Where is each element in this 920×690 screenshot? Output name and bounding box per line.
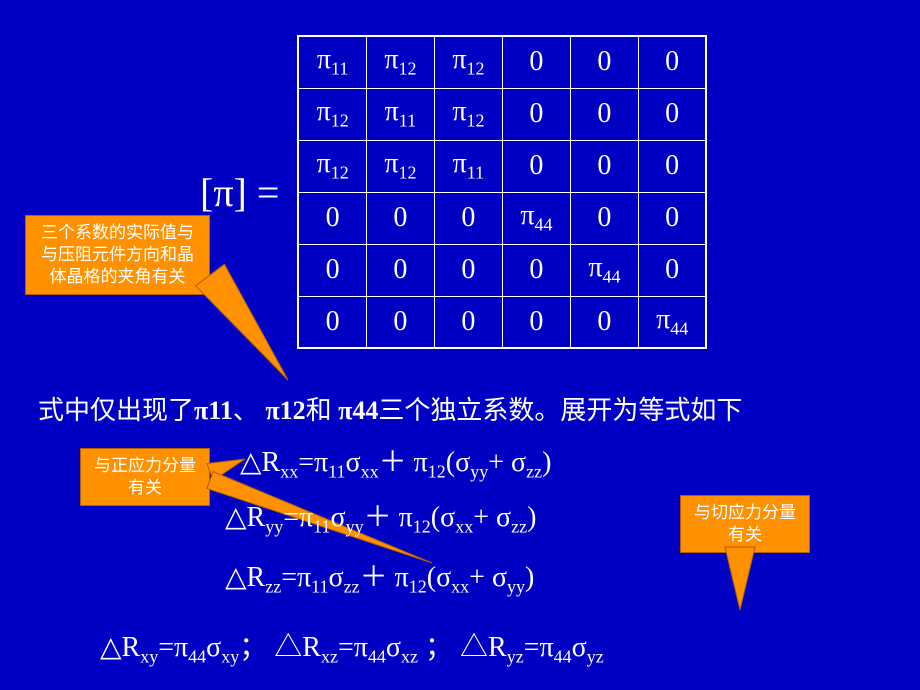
equation-rzz: △Rzz=π11σzz＋ π12(σxx+ σyy) [225, 555, 534, 598]
equation-rxx: △Rxx=π11σxx＋ π12(σyy+ σzz) [240, 440, 551, 483]
equation-shear: △Rxy=π44σxy； △Rxz=π44σxz ； △Ryz=π44σyz [100, 625, 604, 668]
equation-ryy: △Ryy=π11σyy＋ π12(σxx+ σzz) [225, 495, 536, 538]
